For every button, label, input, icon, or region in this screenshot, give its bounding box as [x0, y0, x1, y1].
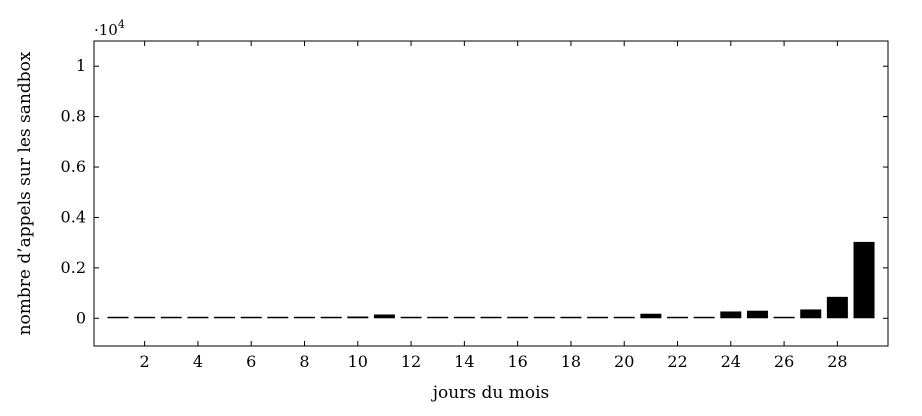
x-axis-title: jours du mois	[431, 383, 549, 403]
bar-day-13	[427, 316, 449, 319]
bar-day-1	[107, 316, 129, 319]
bar-day-5	[214, 316, 236, 319]
bar-day-4	[187, 316, 209, 319]
bar-day-23	[693, 316, 715, 319]
bar-day-24	[720, 311, 742, 319]
y-tick-label-5: 1	[76, 56, 86, 75]
y-tick-label-2: 0.4	[61, 207, 86, 226]
ticks-group	[94, 41, 888, 346]
y-tick-label-3: 0.6	[61, 157, 86, 176]
bar-day-12	[400, 316, 422, 319]
bar-day-6	[240, 316, 262, 319]
x-tick-label-20: 20	[614, 352, 634, 371]
bar-day-7	[267, 316, 289, 319]
bar-day-14	[453, 316, 475, 319]
bar-day-22	[667, 316, 689, 319]
bars-group	[107, 241, 875, 319]
y-axis-title: nombre d’appels sur les sandbox	[15, 51, 35, 335]
bar-day-9	[320, 316, 342, 319]
bar-day-2	[134, 316, 156, 319]
y-tick-label-4: 0.8	[61, 107, 86, 126]
x-tick-label-2: 2	[140, 352, 150, 371]
bar-day-10	[347, 316, 369, 319]
bar-day-28	[826, 296, 848, 319]
x-tick-label-16: 16	[507, 352, 527, 371]
bar-day-11	[373, 314, 395, 319]
bar-day-8	[293, 316, 315, 319]
bar-day-15	[480, 316, 502, 319]
bar-day-20	[613, 316, 635, 319]
x-tick-label-22: 22	[667, 352, 687, 371]
bar-day-18	[560, 316, 582, 319]
x-tick-label-18: 18	[561, 352, 581, 371]
y-multiplier-base: ·10	[94, 21, 118, 39]
x-tick-label-4: 4	[193, 352, 203, 371]
bar-day-19	[587, 316, 609, 319]
bar-day-16	[507, 316, 529, 319]
x-tick-label-14: 14	[454, 352, 474, 371]
bar-day-29	[853, 241, 875, 319]
x-tick-label-28: 28	[827, 352, 847, 371]
x-tick-label-12: 12	[401, 352, 421, 371]
y-multiplier-exponent: 4	[118, 18, 125, 31]
bar-day-17	[533, 316, 555, 319]
x-tick-label-8: 8	[299, 352, 309, 371]
x-tick-label-10: 10	[348, 352, 368, 371]
bar-day-26	[773, 316, 795, 319]
bar-day-21	[640, 313, 662, 319]
x-tick-label-24: 24	[721, 352, 741, 371]
bar-day-27	[800, 309, 822, 319]
plot-frame	[93, 40, 889, 347]
bar-day-25	[746, 310, 768, 319]
x-tick-label-6: 6	[246, 352, 256, 371]
y-multiplier: ·104	[94, 18, 125, 39]
x-tick-label-26: 26	[774, 352, 794, 371]
y-tick-label-1: 0.2	[61, 258, 86, 277]
bar-day-3	[160, 316, 182, 319]
y-tick-label-0: 0	[76, 308, 86, 327]
